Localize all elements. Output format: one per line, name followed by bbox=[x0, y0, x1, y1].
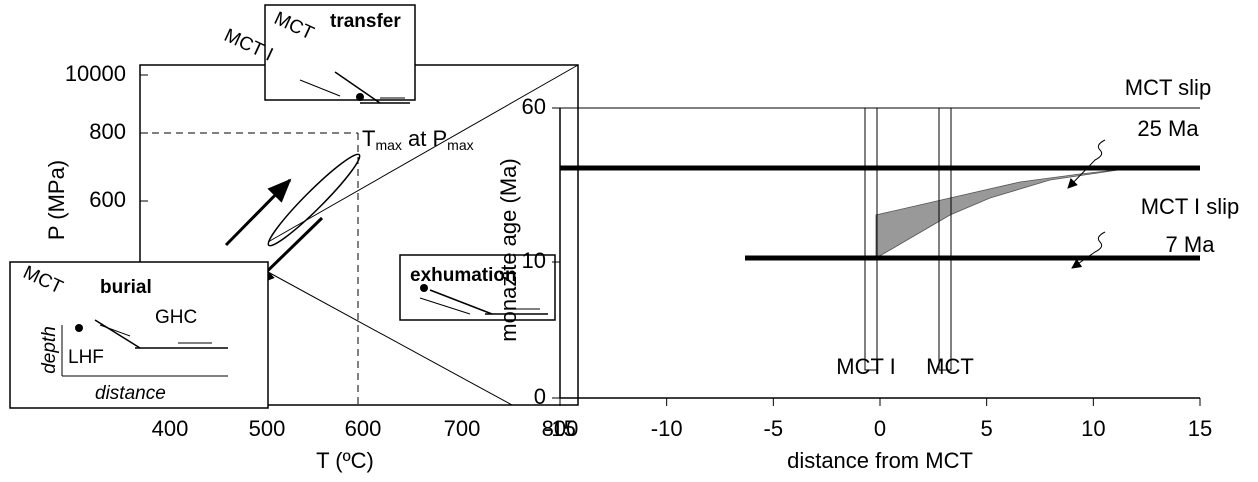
inset-title: transfer bbox=[330, 11, 401, 32]
x-tick-label: 400 bbox=[152, 416, 189, 441]
burial-arrow bbox=[224, 178, 292, 247]
x-tick-label: 5 bbox=[981, 416, 993, 441]
sample bbox=[75, 324, 83, 332]
pointer-arrow bbox=[1067, 139, 1106, 189]
y-tick-label: 0 bbox=[534, 384, 546, 409]
peak-t: T bbox=[362, 126, 375, 151]
age-panel: MCT I MCT MCT slip 25 Ma MCT I slip 7 Ma… bbox=[496, 75, 1239, 473]
x-tick-label: 0 bbox=[874, 416, 886, 441]
burial-inset: MCT burial GHC LHF depth distance bbox=[9, 261, 269, 409]
fault bbox=[334, 71, 381, 104]
mct-i-zone bbox=[864, 107, 878, 371]
sample bbox=[420, 284, 428, 292]
x-tick-label: 600 bbox=[345, 416, 382, 441]
exhumation-inset: exhumation bbox=[399, 254, 556, 321]
x-tick-label: -15 bbox=[544, 416, 576, 441]
reaction-line bbox=[267, 64, 579, 243]
inset-label: distance bbox=[95, 383, 166, 404]
fault bbox=[429, 289, 493, 315]
sample bbox=[356, 93, 364, 101]
inset-label: GHC bbox=[155, 307, 197, 328]
x-axis-label: T (ºC) bbox=[316, 448, 374, 473]
y-tick-label: 60 bbox=[522, 94, 546, 119]
y-ticks: 60 10 0 bbox=[522, 94, 560, 409]
inset-title: burial bbox=[100, 277, 152, 298]
x-tick-label: 10 bbox=[1081, 416, 1105, 441]
mct-zone bbox=[938, 107, 952, 371]
shear-arrow bbox=[99, 324, 131, 337]
y-tick-label: 800 bbox=[89, 119, 126, 144]
peak-label: Tmax at Pmax bbox=[362, 126, 474, 153]
x-tick-label: 700 bbox=[444, 416, 481, 441]
peak-p-sub: max bbox=[447, 137, 473, 153]
zone-label: MCT bbox=[926, 354, 974, 379]
shear-arrow bbox=[299, 79, 341, 97]
pointer-arrow bbox=[1071, 231, 1106, 269]
zone-label: MCT I bbox=[836, 354, 895, 379]
inset-label: depth bbox=[39, 326, 60, 374]
reaction-line bbox=[267, 271, 513, 406]
y-tick-label: 10000 bbox=[65, 61, 126, 86]
y-axis-label: P (MPa) bbox=[44, 160, 69, 240]
transfer-inset: transfer MCT MCT I bbox=[221, 4, 416, 104]
annotation: MCT slip bbox=[1125, 75, 1211, 100]
x-tick-label: -5 bbox=[764, 416, 784, 441]
y-tick-label: 10 bbox=[522, 248, 546, 273]
shear-arrow bbox=[419, 297, 471, 315]
y-axis-label: monazite age (Ma) bbox=[496, 158, 521, 341]
x-ticks: -15 -10 -5 0 5 10 15 bbox=[544, 398, 1212, 441]
fault bbox=[94, 319, 141, 349]
inset-box bbox=[264, 4, 416, 101]
inset-label: LHF bbox=[68, 347, 104, 368]
x-tick-label: -10 bbox=[651, 416, 683, 441]
y-ticks: 10000 800 600 bbox=[65, 61, 148, 212]
annotation: MCT I slip bbox=[1141, 194, 1240, 219]
inset-title: exhumation bbox=[410, 265, 517, 286]
x-tick-label: 800 bbox=[542, 416, 579, 441]
peak-at: at P bbox=[402, 126, 447, 151]
annotation: 25 Ma bbox=[1137, 116, 1199, 141]
annotation: 7 Ma bbox=[1166, 232, 1216, 257]
inset-box bbox=[9, 261, 269, 409]
pt-panel: 10000 800 600 400 500 600 700 800 T (ºC)… bbox=[9, 4, 579, 473]
x-tick-label: 15 bbox=[1188, 416, 1212, 441]
age-band bbox=[875, 168, 1126, 259]
pt-loop bbox=[267, 153, 361, 247]
x-tick-label: 500 bbox=[249, 416, 286, 441]
x-ticks: 400 500 600 700 800 bbox=[152, 416, 579, 441]
peak-t-sub: max bbox=[375, 137, 401, 153]
y-tick-label: 600 bbox=[89, 187, 126, 212]
x-axis-label: distance from MCT bbox=[787, 448, 973, 473]
